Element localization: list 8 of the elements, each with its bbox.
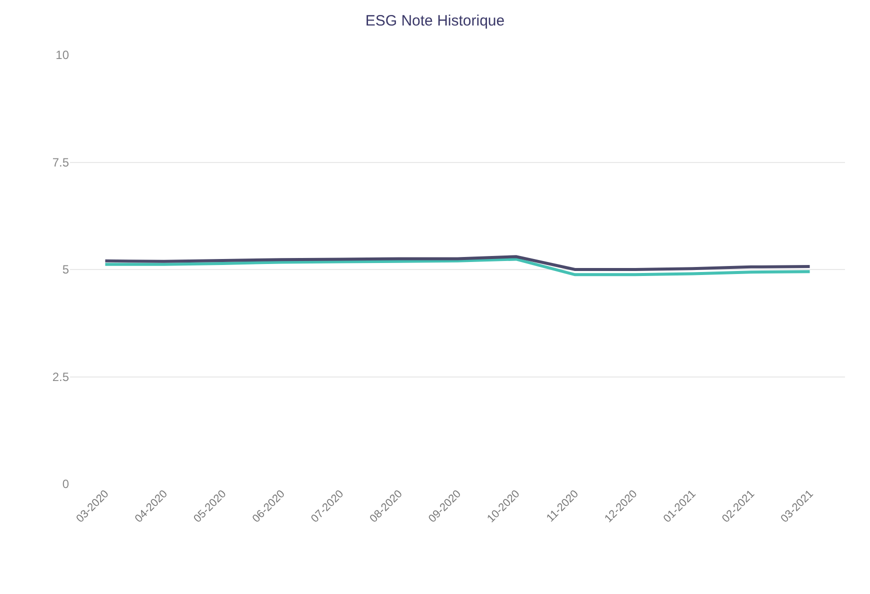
y-tick-label: 2.5 bbox=[52, 370, 70, 384]
y-tick-label: 0 bbox=[62, 477, 70, 492]
line-series bbox=[104, 255, 812, 271]
chart-title: ESG Note Historique bbox=[365, 12, 505, 30]
y-tick-label: 5 bbox=[62, 262, 70, 277]
line-series bbox=[104, 258, 812, 276]
y-tick-label: 7.5 bbox=[52, 155, 70, 170]
y-tick-label: 10 bbox=[56, 48, 70, 62]
